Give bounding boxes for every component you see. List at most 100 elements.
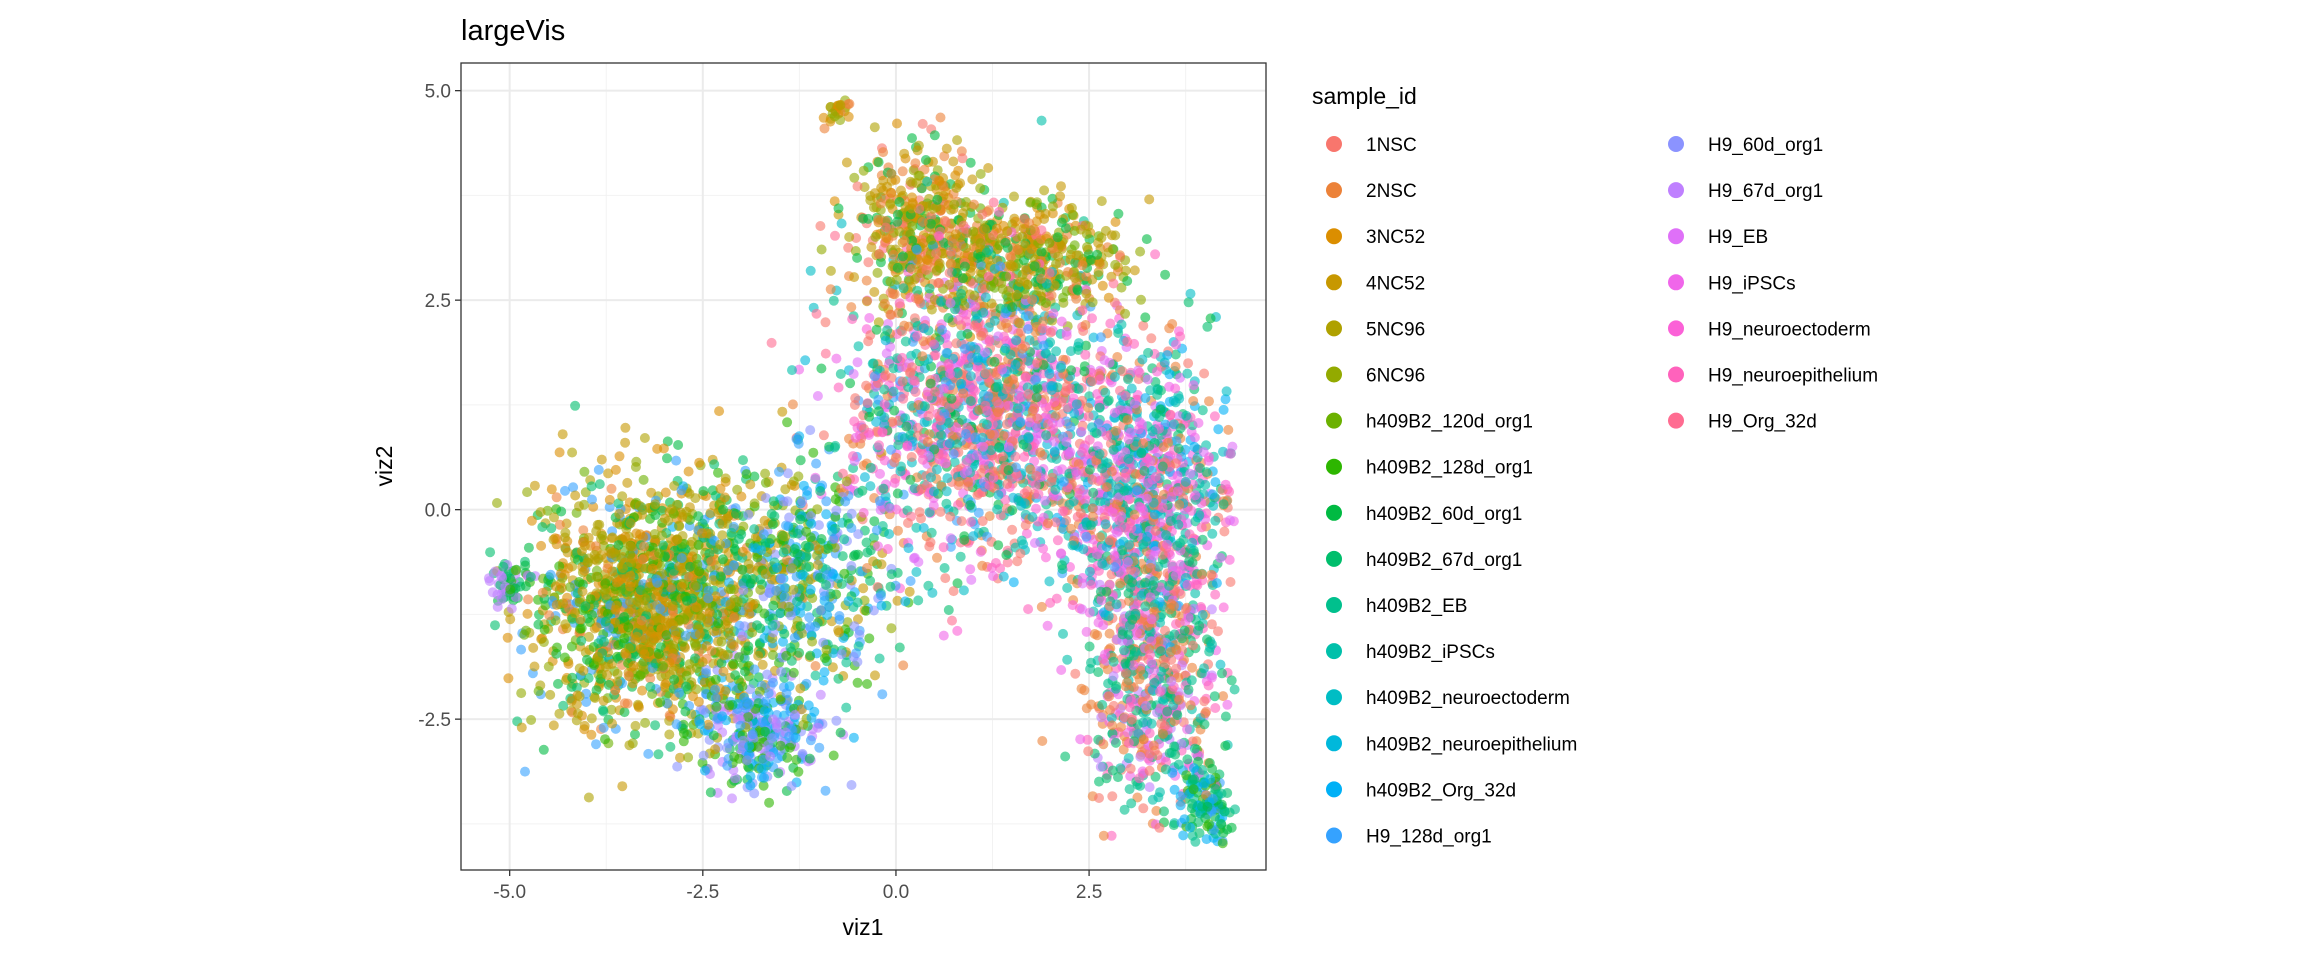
data-point [896,185,906,196]
data-point [1220,711,1231,722]
data-point [1077,260,1088,271]
data-point [959,300,970,311]
data-point [881,348,892,359]
data-point [1132,485,1142,496]
data-point [1155,404,1166,415]
data-point [698,750,709,761]
data-point [903,321,914,332]
data-point [947,615,957,626]
data-point [557,429,568,440]
data-point [1081,271,1092,282]
data-point [1023,388,1034,399]
data-point [912,422,923,433]
data-point [984,336,995,347]
data-point [753,650,764,661]
data-point [888,363,899,374]
data-point [1199,368,1210,379]
data-point [660,487,671,498]
data-point [1222,699,1233,710]
data-point [1040,552,1051,563]
data-point [1107,791,1118,802]
data-point [926,304,937,315]
data-point [878,175,889,186]
data-point [1096,196,1107,207]
data-point [841,657,852,668]
data-point [734,652,745,663]
data-point [1210,703,1221,713]
data-point [638,474,649,485]
data-point [810,472,821,483]
data-point [1218,602,1229,613]
data-point [831,715,842,726]
data-point [729,751,740,762]
data-point [861,275,872,286]
data-point [778,636,788,647]
data-point [932,552,942,563]
data-point [904,586,915,597]
data-point [492,498,502,508]
data-point [684,659,695,670]
data-point [1210,589,1221,600]
data-point [945,541,956,552]
data-point [747,627,758,638]
data-point [586,713,597,724]
data-point [905,576,916,586]
data-point [1117,545,1128,556]
data-point [833,673,844,684]
data-point [852,357,863,368]
data-point [607,533,617,544]
data-point [819,123,830,134]
data-point [1007,524,1018,535]
data-point [1083,402,1094,413]
data-point [864,633,875,644]
data-point [579,720,590,731]
data-point [672,761,683,772]
data-point [782,468,793,479]
data-point [1047,193,1058,204]
data-point [1178,830,1189,841]
data-point [1204,758,1215,768]
data-point [1057,560,1067,571]
data-point [1086,579,1097,590]
data-point [567,447,578,458]
data-point [961,316,972,327]
data-point [1208,500,1219,511]
data-point [989,315,1000,326]
data-point [520,766,530,777]
data-point [870,231,881,242]
data-point [1168,820,1179,831]
data-point [1125,763,1136,774]
data-point [841,157,852,168]
data-point [758,780,769,791]
data-point [1138,320,1149,331]
data-point [553,678,563,689]
data-point [1060,751,1071,762]
data-point [650,510,661,521]
data-point [1023,604,1034,615]
data-point [1023,324,1034,335]
data-point [1012,556,1023,567]
data-point [774,466,784,477]
data-point [977,560,988,571]
data-point [586,481,597,492]
data-point [754,686,765,697]
data-point [845,378,856,389]
data-point [1106,830,1117,841]
data-point [1066,365,1077,376]
data-point [822,543,833,554]
data-point [775,740,786,751]
data-point [990,558,1001,568]
data-point [941,486,952,497]
data-point [929,130,940,141]
data-point [673,440,684,450]
data-point [892,488,903,499]
data-point [593,464,604,475]
data-point [863,336,874,347]
data-point [1101,773,1112,784]
data-point [1065,346,1076,357]
data-point [912,285,923,296]
data-point [767,650,778,660]
data-point [610,464,621,475]
data-point [944,279,955,290]
data-point [843,111,854,122]
